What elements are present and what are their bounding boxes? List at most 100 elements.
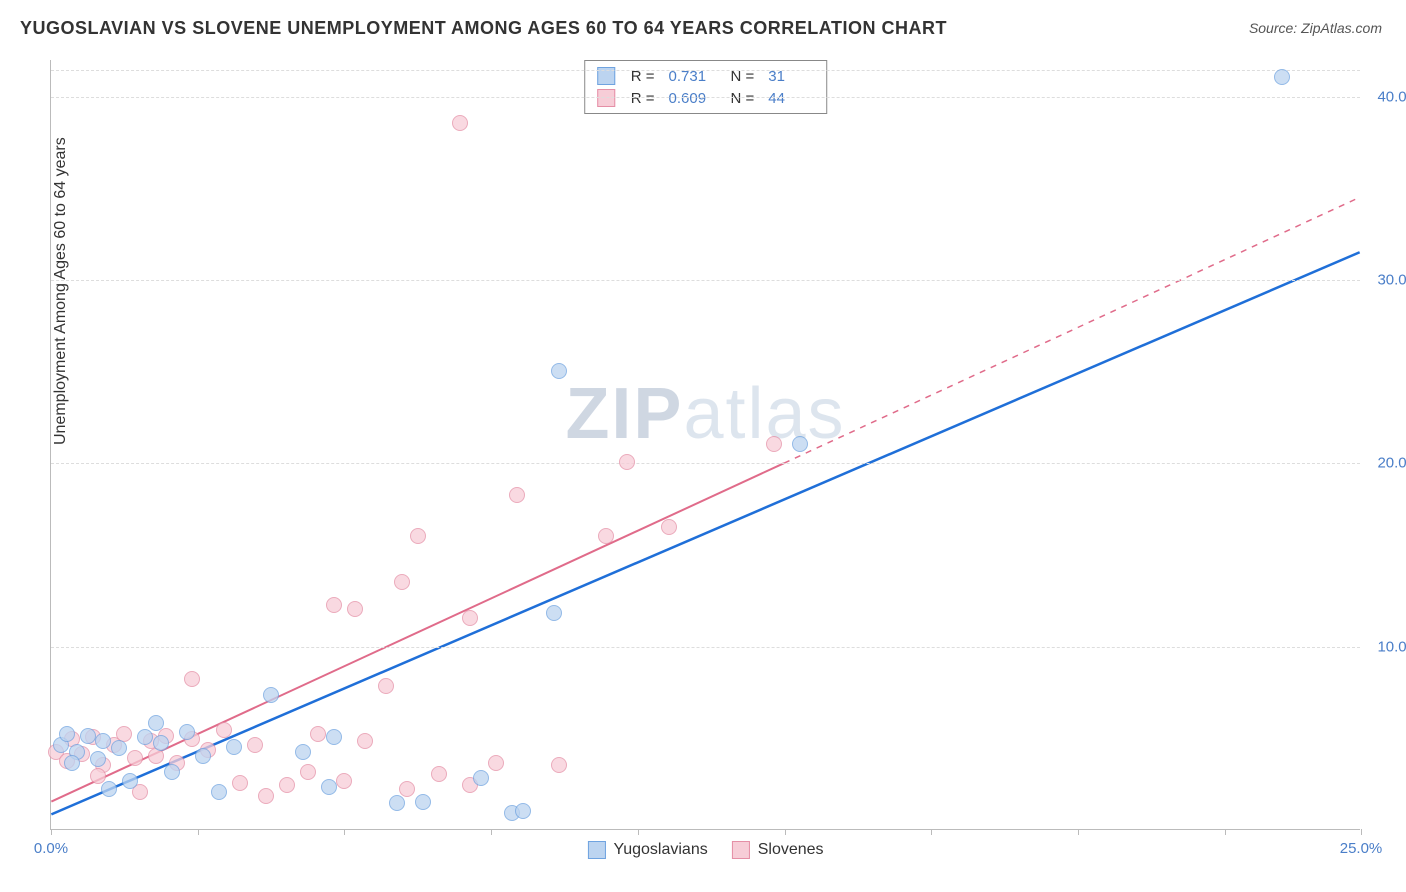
y-tick-label: 40.0% — [1377, 88, 1406, 105]
x-tick-mark — [931, 829, 932, 835]
scatter-point-yugoslavians — [551, 363, 567, 379]
scatter-point-slovenes — [336, 773, 352, 789]
x-tick-mark — [344, 829, 345, 835]
trendline — [51, 252, 1359, 814]
gridline — [51, 70, 1360, 71]
scatter-point-yugoslavians — [179, 724, 195, 740]
chart-container: YUGOSLAVIAN VS SLOVENE UNEMPLOYMENT AMON… — [0, 0, 1406, 892]
legend-label: Slovenes — [758, 841, 824, 859]
chart-title: YUGOSLAVIAN VS SLOVENE UNEMPLOYMENT AMON… — [20, 18, 947, 39]
scatter-point-slovenes — [300, 764, 316, 780]
scatter-point-slovenes — [184, 671, 200, 687]
legend-stats: R =0.731N =31R =0.609N =44 — [584, 60, 828, 114]
scatter-point-slovenes — [488, 755, 504, 771]
scatter-point-slovenes — [247, 737, 263, 753]
trendline — [784, 197, 1360, 463]
scatter-point-yugoslavians — [295, 744, 311, 760]
scatter-point-yugoslavians — [226, 739, 242, 755]
scatter-point-yugoslavians — [164, 764, 180, 780]
y-tick-label: 20.0% — [1377, 455, 1406, 472]
gridline — [51, 280, 1360, 281]
scatter-point-slovenes — [116, 726, 132, 742]
scatter-point-slovenes — [310, 726, 326, 742]
legend-swatch — [587, 841, 605, 859]
x-tick-label: 25.0% — [1340, 840, 1383, 857]
scatter-point-slovenes — [462, 610, 478, 626]
scatter-point-yugoslavians — [326, 729, 342, 745]
scatter-point-slovenes — [127, 750, 143, 766]
legend-label: Yugoslavians — [613, 841, 707, 859]
legend-n-label: N = — [731, 90, 755, 107]
x-tick-mark — [198, 829, 199, 835]
x-tick-mark — [491, 829, 492, 835]
scatter-point-yugoslavians — [389, 795, 405, 811]
legend-swatch — [597, 89, 615, 107]
scatter-point-yugoslavians — [321, 779, 337, 795]
y-tick-label: 30.0% — [1377, 272, 1406, 289]
legend-item: Slovenes — [732, 841, 824, 859]
scatter-point-slovenes — [378, 678, 394, 694]
scatter-point-yugoslavians — [137, 729, 153, 745]
x-tick-mark — [51, 829, 52, 835]
legend-n-value: 44 — [768, 90, 814, 107]
legend-swatch — [732, 841, 750, 859]
scatter-point-yugoslavians — [546, 605, 562, 621]
scatter-point-yugoslavians — [148, 715, 164, 731]
scatter-point-slovenes — [216, 722, 232, 738]
y-axis-label: Unemployment Among Ages 60 to 64 years — [52, 137, 70, 445]
scatter-point-slovenes — [279, 777, 295, 793]
scatter-point-yugoslavians — [792, 436, 808, 452]
scatter-point-yugoslavians — [95, 733, 111, 749]
scatter-point-slovenes — [357, 733, 373, 749]
scatter-point-yugoslavians — [101, 781, 117, 797]
scatter-point-slovenes — [619, 454, 635, 470]
x-tick-mark — [1225, 829, 1226, 835]
x-tick-mark — [638, 829, 639, 835]
legend-r-value: 0.609 — [669, 90, 715, 107]
scatter-point-slovenes — [766, 436, 782, 452]
x-tick-mark — [1078, 829, 1079, 835]
scatter-point-slovenes — [431, 766, 447, 782]
legend-item: Yugoslavians — [587, 841, 707, 859]
scatter-point-slovenes — [661, 519, 677, 535]
scatter-point-yugoslavians — [415, 794, 431, 810]
x-tick-mark — [1361, 829, 1362, 835]
scatter-point-slovenes — [326, 597, 342, 613]
watermark-atlas: atlas — [683, 374, 845, 454]
scatter-point-slovenes — [394, 574, 410, 590]
legend-series: Yugoslavians Slovenes — [587, 841, 823, 859]
scatter-point-yugoslavians — [1274, 69, 1290, 85]
scatter-point-yugoslavians — [153, 735, 169, 751]
scatter-point-slovenes — [410, 528, 426, 544]
scatter-point-yugoslavians — [59, 726, 75, 742]
scatter-point-yugoslavians — [64, 755, 80, 771]
gridline — [51, 463, 1360, 464]
x-tick-mark — [785, 829, 786, 835]
scatter-point-slovenes — [452, 115, 468, 131]
scatter-point-yugoslavians — [122, 773, 138, 789]
scatter-point-yugoslavians — [111, 740, 127, 756]
gridline — [51, 97, 1360, 98]
gridline — [51, 647, 1360, 648]
x-tick-label: 0.0% — [34, 840, 68, 857]
legend-stat-row: R =0.609N =44 — [597, 87, 815, 109]
plot-area: Unemployment Among Ages 60 to 64 years Z… — [50, 60, 1360, 830]
scatter-point-slovenes — [347, 601, 363, 617]
source-attribution: Source: ZipAtlas.com — [1249, 20, 1382, 36]
scatter-point-slovenes — [258, 788, 274, 804]
scatter-point-slovenes — [232, 775, 248, 791]
scatter-point-yugoslavians — [211, 784, 227, 800]
scatter-point-yugoslavians — [473, 770, 489, 786]
watermark-zip: ZIP — [565, 374, 683, 454]
scatter-point-yugoslavians — [263, 687, 279, 703]
scatter-point-yugoslavians — [195, 748, 211, 764]
y-tick-label: 10.0% — [1377, 638, 1406, 655]
scatter-point-yugoslavians — [90, 751, 106, 767]
scatter-point-yugoslavians — [80, 728, 96, 744]
scatter-point-slovenes — [509, 487, 525, 503]
legend-stat-row: R =0.731N =31 — [597, 65, 815, 87]
trendlines-layer — [51, 60, 1360, 829]
scatter-point-slovenes — [399, 781, 415, 797]
scatter-point-slovenes — [551, 757, 567, 773]
scatter-point-slovenes — [598, 528, 614, 544]
